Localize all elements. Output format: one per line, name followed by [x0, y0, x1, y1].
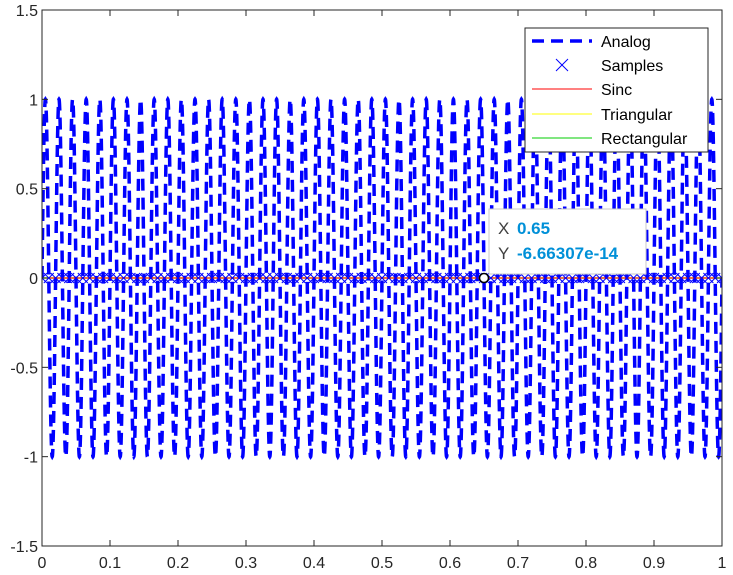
- x-tick-label: 0.9: [643, 555, 665, 572]
- datatip-y-label: Y: [498, 244, 509, 263]
- axis-ticks: 0 0.1 0.2 0.3 0.4 0.5 0.6 0.7 0.8 0.9 1 1.5 1 0.5 0 -0.…: [10, 3, 726, 572]
- samples-series: [42, 272, 722, 284]
- datatip-x-label: X: [498, 219, 509, 238]
- x-tick-label: 0.1: [99, 555, 121, 572]
- x-tick-label: 0.7: [507, 555, 529, 572]
- x-tick-label: 0.6: [439, 555, 461, 572]
- legend-box: [524, 27, 709, 153]
- y-tick-label: 1.5: [16, 3, 38, 20]
- datatip-box: [488, 208, 647, 275]
- y-tick-label: 0: [29, 271, 38, 288]
- series-layer: [42, 95, 722, 461]
- legend-label-rectangular: Rectangular: [601, 131, 688, 148]
- legend-swatch-samples: [555, 58, 569, 72]
- legend-label-sinc: Sinc: [601, 82, 632, 99]
- x-tick-label: 0: [38, 555, 47, 572]
- y-tick-label: 0.5: [16, 182, 38, 199]
- y-tick-label: -1: [24, 450, 38, 467]
- x-tick-label: 0.3: [235, 555, 257, 572]
- legend-label-triangular: Triangular: [601, 107, 673, 124]
- x-tick-label: 0.8: [575, 555, 597, 572]
- y-tick-label: -0.5: [10, 360, 38, 377]
- legend-label-analog: Analog: [601, 34, 651, 51]
- y-tick-label: 1: [29, 92, 38, 109]
- x-tick-label: 0.4: [303, 555, 325, 572]
- datatip-x-value: 0.65: [517, 219, 550, 238]
- legend: Analog Samples Sinc Triangular Rectangul…: [524, 27, 709, 153]
- datatip-marker[interactable]: [478, 272, 490, 284]
- sample-marker: [716, 272, 722, 284]
- datatip[interactable]: X 0.65 Y -6.66307e-14: [478, 208, 647, 284]
- x-tick-label: 0.2: [167, 555, 189, 572]
- x-tick-label: 1: [718, 555, 727, 572]
- legend-label-samples: Samples: [601, 58, 663, 75]
- datatip-y-value: -6.66307e-14: [517, 244, 619, 263]
- y-tick-label: -1.5: [10, 539, 38, 556]
- x-tick-label: 0.5: [371, 555, 393, 572]
